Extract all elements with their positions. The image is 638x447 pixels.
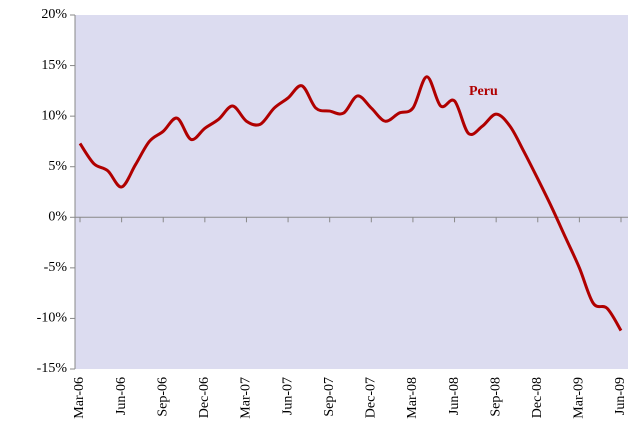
plot-area: [75, 15, 628, 369]
y-tick-label: -15%: [37, 361, 68, 376]
y-tick-label: 0%: [48, 210, 67, 225]
y-tick-label: 15%: [41, 58, 67, 73]
y-tick-label: 10%: [41, 108, 67, 123]
x-tick-label: Mar-08: [405, 377, 420, 419]
x-tick-label: Jun-07: [280, 377, 295, 415]
x-tick-label: Mar-09: [572, 377, 587, 419]
x-tick-label: Sep-07: [322, 377, 337, 417]
y-tick-label: 5%: [48, 159, 67, 174]
x-tick-label: Sep-08: [488, 377, 503, 417]
series-label: Peru: [469, 84, 498, 99]
line-series: [78, 75, 623, 332]
x-tick-label: Mar-07: [239, 377, 254, 419]
y-tick-label: -10%: [37, 311, 68, 326]
y-tick-label: 20%: [41, 7, 67, 22]
x-tick-label: Jun-06: [114, 377, 129, 415]
x-tick-label: Jun-09: [613, 377, 628, 415]
y-tick-label: -5%: [44, 260, 68, 275]
x-tick-label: Jun-08: [447, 377, 462, 415]
x-tick-label: Sep-06: [155, 377, 170, 417]
x-tick-label: Mar-06: [72, 377, 87, 419]
x-tick-label: Dec-08: [530, 377, 545, 418]
x-tick-label: Dec-07: [364, 377, 379, 418]
x-tick-label: Dec-06: [197, 377, 212, 418]
